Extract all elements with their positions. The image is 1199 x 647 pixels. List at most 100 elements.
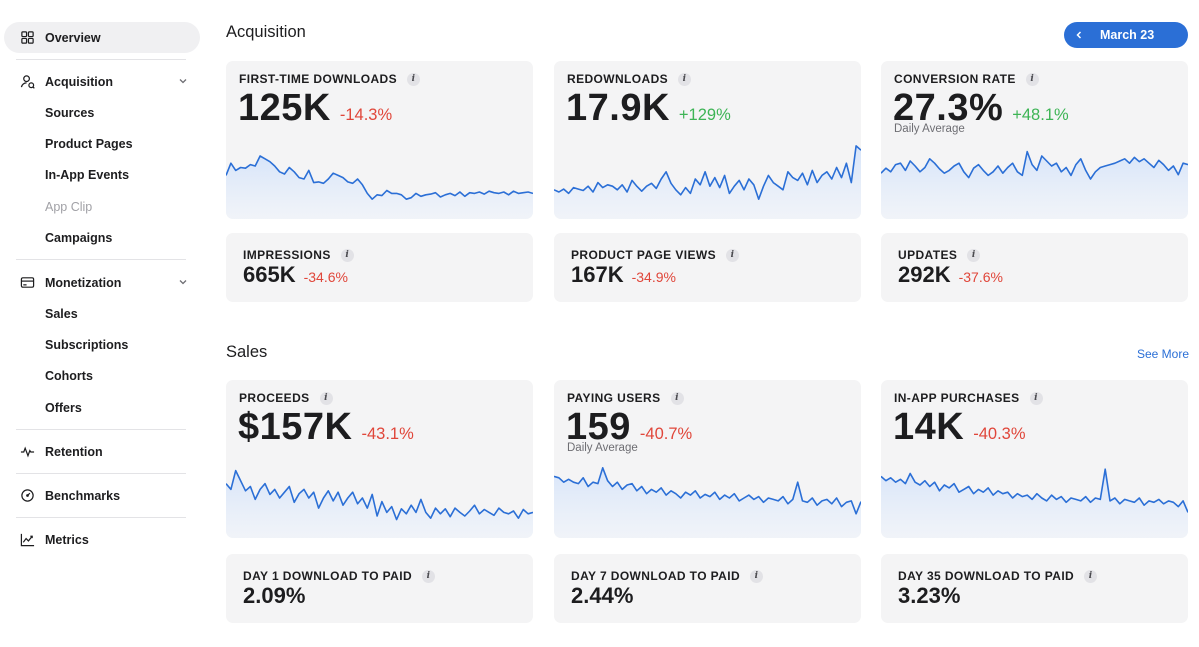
sidebar-item-sources[interactable]: Sources	[45, 106, 95, 120]
sparkline-line	[881, 150, 1188, 180]
sidebar-item-acquisition[interactable]: Acquisition	[4, 66, 200, 97]
sidebar-divider	[16, 473, 186, 474]
grid-icon	[19, 30, 35, 46]
sidebar-divider	[16, 259, 186, 260]
card-label: UPDATES i	[898, 248, 981, 262]
card-updates[interactable]: UPDATES i 292K -37.6%	[881, 233, 1188, 302]
sparkline-area	[881, 469, 1188, 538]
sidebar-item-product-pages[interactable]: Product Pages	[45, 137, 133, 151]
info-icon[interactable]: i	[678, 72, 692, 86]
metric-delta: +48.1%	[1012, 106, 1069, 124]
info-icon[interactable]: i	[1084, 569, 1098, 583]
card-redownloads[interactable]: REDOWNLOADS i 17.9K +129%	[554, 61, 861, 219]
sales-title: Sales	[226, 343, 268, 361]
sidebar-item-cohorts[interactable]: Cohorts	[45, 369, 93, 383]
card-day-1-download-to-paid[interactable]: DAY 1 DOWNLOAD TO PAID i 2.09%	[226, 554, 533, 623]
card-day-7-download-to-paid[interactable]: DAY 7 DOWNLOAD TO PAID i 2.44%	[554, 554, 861, 623]
metric-delta: -40.7%	[639, 425, 693, 443]
sparkline-chart	[226, 155, 533, 219]
metric-value: 2.09%	[243, 583, 306, 608]
metric-value: 2.44%	[571, 583, 634, 608]
info-icon[interactable]: i	[407, 72, 420, 86]
card-first-time-downloads[interactable]: FIRST-TIME DOWNLOADS i 125K -14.3%	[226, 61, 533, 219]
sparkline-line	[226, 469, 533, 521]
sidebar-item-label: Acquisition	[45, 74, 114, 89]
card-product-page-views[interactable]: PRODUCT PAGE VIEWS i 167K -34.9%	[554, 233, 861, 302]
info-icon[interactable]: i	[1025, 72, 1039, 86]
sparkline-chart	[881, 150, 1188, 219]
sidebar-item-offers[interactable]: Offers	[45, 401, 82, 415]
chevron-down-icon	[179, 280, 187, 285]
sidebar-item-app-clip[interactable]: App Clip	[45, 200, 93, 214]
sparkline-chart	[554, 145, 861, 219]
info-icon[interactable]: i	[750, 569, 764, 583]
info-icon[interactable]: i	[726, 248, 739, 262]
sidebar-item-sales[interactable]: Sales	[45, 307, 78, 321]
card-icon	[19, 275, 35, 291]
info-icon[interactable]: i	[422, 569, 436, 583]
sparkline-area	[226, 470, 533, 538]
card-label: CONVERSION RATE i	[894, 72, 1039, 86]
metric-delta: -14.3%	[339, 106, 393, 124]
metric-value: 27.3%	[893, 87, 1004, 129]
sparkline-line	[554, 145, 861, 200]
card-label: FIRST-TIME DOWNLOADS i	[239, 72, 420, 86]
metric-caption: Daily Average	[567, 442, 638, 454]
metric-value: 3.23%	[898, 583, 961, 608]
info-icon[interactable]: i	[670, 391, 684, 405]
chevron-down-icon	[179, 79, 187, 84]
card-day-35-download-to-paid[interactable]: DAY 35 DOWNLOAD TO PAID i 3.23%	[881, 554, 1188, 623]
sidebar-item-label: Overview	[45, 30, 101, 45]
acquisition-title: Acquisition	[226, 23, 306, 41]
gauge-icon	[19, 488, 35, 504]
pulse-icon	[19, 444, 35, 460]
card-label: PRODUCT PAGE VIEWS i	[571, 248, 739, 262]
sidebar-item-label: Retention	[45, 444, 103, 459]
info-icon[interactable]: i	[340, 248, 354, 262]
metric-value: 125K	[238, 87, 331, 129]
sparkline-area	[881, 151, 1188, 219]
metric-delta: -40.3%	[973, 425, 1026, 443]
metric-delta: -43.1%	[361, 425, 414, 443]
metric-value: 14K	[893, 406, 965, 448]
trend-icon	[19, 532, 35, 548]
sidebar-item-overview[interactable]: Overview	[4, 22, 200, 53]
sidebar-item-in-app-events[interactable]: In-App Events	[45, 168, 130, 182]
metric-value: 292K	[898, 262, 951, 287]
sidebar-item-campaigns[interactable]: Campaigns	[45, 231, 113, 245]
card-paying-users[interactable]: PAYING USERS i 159 -40.7% Daily Average	[554, 380, 861, 538]
see-more-link[interactable]: See More	[1137, 347, 1190, 361]
metric-delta: +129%	[678, 106, 731, 124]
card-label: PROCEEDS i	[239, 391, 333, 405]
sidebar-item-metrics[interactable]: Metrics	[4, 524, 200, 555]
sidebar-item-label: Metrics	[45, 532, 89, 547]
sparkline-chart	[881, 468, 1188, 538]
metric-value: $157K	[238, 406, 353, 448]
sparkline-area	[554, 145, 861, 219]
sidebar-divider	[16, 59, 186, 60]
info-icon[interactable]: i	[1029, 391, 1043, 405]
card-proceeds[interactable]: PROCEEDS i $157K -43.1%	[226, 380, 533, 538]
sidebar-item-subscriptions[interactable]: Subscriptions	[45, 338, 129, 352]
metric-delta: -34.9%	[631, 269, 676, 285]
sidebar-item-monetization[interactable]: Monetization	[4, 267, 200, 298]
metric-value: 167K	[571, 262, 624, 287]
card-in-app-purchases[interactable]: IN-APP PURCHASES i 14K -40.3%	[881, 380, 1188, 538]
card-label: PAYING USERS i	[567, 391, 684, 405]
sparkline-line	[226, 155, 533, 200]
metric-value: 17.9K	[566, 87, 670, 129]
card-conversion-rate[interactable]: CONVERSION RATE i 27.3% +48.1% Daily Avera…	[881, 61, 1188, 219]
date-picker-button[interactable]: March 23	[1064, 22, 1188, 48]
sidebar: Overview Acquisition Sources Product Pag…	[0, 0, 205, 647]
sidebar-divider	[16, 517, 186, 518]
info-icon[interactable]: i	[319, 391, 333, 405]
info-icon[interactable]: i	[967, 248, 981, 262]
metric-delta: -37.6%	[958, 269, 1003, 285]
card-impressions[interactable]: IMPRESSIONS i 665K -34.6%	[226, 233, 533, 302]
sparkline-chart	[554, 467, 861, 538]
sidebar-item-retention[interactable]: Retention	[4, 436, 200, 467]
person-icon	[19, 74, 35, 90]
sidebar-item-benchmarks[interactable]: Benchmarks	[4, 480, 200, 511]
card-label: IN-APP PURCHASES i	[894, 391, 1043, 405]
sidebar-item-label: Benchmarks	[45, 488, 121, 503]
